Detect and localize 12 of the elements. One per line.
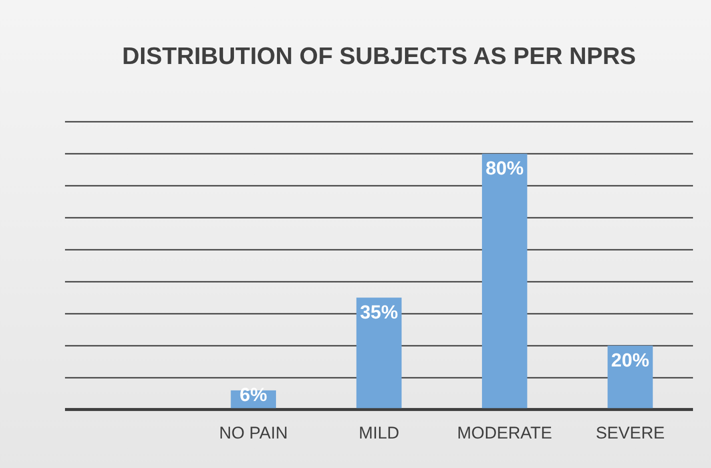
data-label: 20%	[611, 350, 650, 372]
x-tick-label: MILD	[358, 423, 400, 442]
bar	[482, 154, 528, 408]
bar	[608, 346, 653, 408]
data-label: 35%	[360, 302, 398, 324]
x-tick-label: NO PAIN	[219, 423, 288, 442]
chart-title: DISTRIBUTION OF SUBJECTS AS PER NPRS	[122, 43, 636, 70]
data-label: 6%	[240, 384, 268, 406]
data-label: 80%	[486, 158, 524, 180]
x-tick-label: SEVERE	[596, 423, 665, 442]
x-tick-label: MODERATE	[457, 423, 552, 442]
bar	[356, 298, 402, 408]
